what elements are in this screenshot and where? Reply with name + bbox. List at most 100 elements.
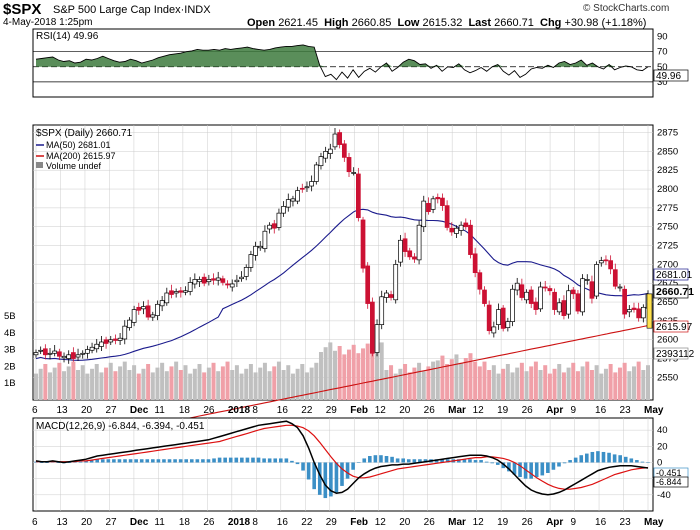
chart-symbol: $SPX: [3, 1, 42, 18]
macd-hist-bar: [540, 462, 545, 476]
rsi-path: [35, 44, 649, 81]
macd-xlabel: 6: [32, 517, 38, 528]
candle-body: [612, 269, 618, 287]
rsi-panel: 90 70 50 30 RSI(14) 49.96 49.96: [32, 28, 689, 98]
macd-xlabel: Apr: [546, 517, 563, 528]
volume-bar: [557, 364, 562, 400]
candle-body: [295, 190, 300, 202]
candle-body: [187, 282, 193, 292]
volume-bar: [393, 373, 398, 400]
macd-hist-bar: [518, 462, 522, 478]
candle-body: [622, 288, 627, 315]
volume-bar: [440, 355, 445, 400]
volume-bar: [286, 365, 291, 400]
volume-bar: [384, 370, 389, 400]
candle-body: [225, 283, 230, 286]
volume-bar: [417, 362, 422, 400]
volume-bar: [617, 367, 622, 400]
macd-hist-bar: [167, 459, 172, 463]
macd-hist-bar: [212, 458, 216, 463]
price-tick-2750: 2750: [657, 222, 678, 233]
volume-bar: [57, 362, 62, 400]
candle-body: [430, 198, 436, 210]
candle-body: [150, 314, 156, 318]
price-xlabel: 18: [179, 405, 191, 416]
macd-hist-bar: [412, 459, 417, 463]
volume-bar: [80, 365, 85, 400]
volume-bar: [66, 366, 71, 400]
candle-body: [117, 337, 123, 341]
macd-hist-bar: [301, 462, 305, 471]
volume-bar: [141, 368, 146, 400]
macd-hist-bar: [173, 459, 177, 463]
candle-body: [416, 224, 422, 261]
candle-body: [192, 279, 198, 285]
volume-bar: [571, 362, 576, 400]
macd-hist-bar: [473, 460, 478, 463]
candle-body: [365, 265, 371, 304]
rsi-line: [35, 44, 649, 81]
ma200-last-badge: [653, 320, 689, 333]
macd-hist-bar: [523, 462, 528, 479]
price-xlabel: Dec: [130, 405, 149, 416]
ma200-legend-label: MA(200) 2615.97: [46, 151, 116, 161]
volume-bar: [510, 372, 515, 400]
candle-body: [519, 284, 525, 298]
candle-body: [136, 306, 142, 311]
candle-body: [169, 290, 174, 295]
macd-xlabel: 22: [301, 517, 313, 528]
macd-hist-bar: [401, 458, 405, 463]
volume-bar: [314, 362, 319, 400]
candle-body: [580, 278, 585, 313]
ohlc-summary: Open 2621.45 High 2660.85 Low 2615.32 La…: [247, 17, 646, 29]
macd-xlabel: 26: [203, 517, 215, 528]
price-xlabel: 27: [105, 405, 117, 416]
candle-body: [547, 288, 553, 292]
volume-bar: [122, 361, 127, 400]
macd-hist-bar: [262, 458, 266, 463]
volume-bar: [337, 346, 342, 400]
macd-hist-bar: [546, 462, 550, 473]
macd-hist-bar: [334, 462, 339, 493]
volume-bar: [169, 366, 174, 400]
volume-bar: [552, 368, 557, 400]
price-xlabel: 13: [56, 405, 68, 416]
macd-hist-bar: [484, 461, 489, 463]
volume-bar: [356, 353, 361, 400]
volume-bar: [580, 366, 585, 400]
candle-body: [640, 306, 646, 319]
macd-hist-bar: [39, 462, 44, 463]
candle-body: [178, 290, 184, 293]
macd-hist-bar: [84, 460, 88, 463]
candle-body: [201, 276, 207, 284]
candle-body: [472, 253, 478, 274]
macd-hist-bar: [139, 459, 144, 463]
volume-bar: [445, 364, 450, 400]
open-value: 2621.45: [278, 17, 318, 29]
macd-hist-bar: [340, 462, 344, 486]
volume-bar: [529, 366, 534, 400]
candle-body: [285, 199, 291, 208]
macd-hist-bar: [590, 451, 595, 463]
price-xlabel: Feb: [350, 405, 368, 416]
macd-signal-line: [36, 424, 649, 490]
chg-label: Chg: [540, 17, 562, 29]
macd-hist-bar: [151, 459, 155, 463]
volume-yaxis-ticks: 5B 4B 3B 2B 1B: [4, 311, 16, 389]
candle-body: [103, 339, 109, 344]
candle-body: [57, 351, 62, 357]
macd-xlabel: Feb: [350, 517, 368, 528]
price-tick-2550: 2550: [657, 372, 678, 383]
volume-bar: [150, 372, 155, 400]
macd-hist-bar: [45, 462, 49, 463]
volume-bar: [113, 371, 118, 400]
price-title: $SPX (Daily) 2660.71: [36, 128, 133, 139]
macd-hist-bar: [573, 457, 578, 463]
candle-body: [384, 292, 389, 298]
macd-hist-bar: [134, 459, 138, 463]
candle-body: [402, 238, 408, 252]
candle-body: [75, 354, 81, 358]
macd-xlabel: 26: [522, 517, 534, 528]
candle-body: [486, 304, 492, 332]
volume-bar: [431, 361, 436, 400]
